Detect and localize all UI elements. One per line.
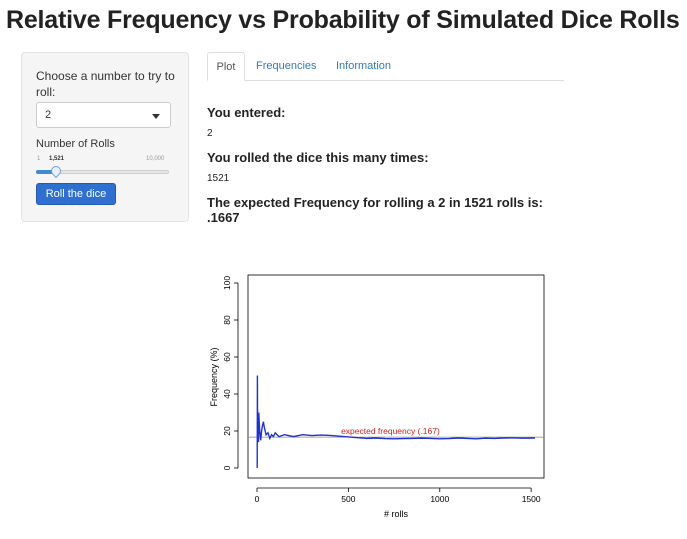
x-tick-label: 0 bbox=[255, 494, 260, 504]
y-tick-label: 20 bbox=[222, 426, 232, 436]
rolls-slider-handle[interactable] bbox=[49, 163, 64, 179]
x-tick-label: 1000 bbox=[430, 494, 449, 504]
entered-heading: You entered: bbox=[207, 105, 286, 120]
y-tick-label: 40 bbox=[222, 389, 232, 399]
x-axis: 0 500 1000 1500 bbox=[255, 487, 541, 504]
rolled-value: 1521 bbox=[207, 173, 230, 184]
number-of-rolls-label: Number of Rolls bbox=[36, 138, 115, 150]
sidebar-panel: Choose a number to try to roll: 2 Number… bbox=[21, 52, 189, 222]
tab-information[interactable]: Information bbox=[336, 60, 392, 72]
roll-dice-button[interactable]: Roll the dice bbox=[36, 183, 116, 205]
expected-frequency-label: expected frequency (.167) bbox=[341, 426, 440, 436]
y-tick-label: 100 bbox=[222, 276, 232, 290]
y-axis-label: Frequency (%) bbox=[209, 347, 219, 406]
frequency-plot: 0 20 40 60 80 100 0 500 1000 1500 expected frequ… bbox=[209, 274, 545, 519]
y-tick-label: 0 bbox=[222, 465, 232, 470]
y-tick-label: 60 bbox=[222, 352, 232, 362]
expected-value: .1667 bbox=[207, 210, 240, 225]
x-tick-label: 1500 bbox=[522, 494, 541, 504]
choose-number-label: Choose a number to try to roll: bbox=[36, 69, 175, 99]
frequency-series-line bbox=[256, 375, 536, 469]
tab-bar: Plot Frequencies Information bbox=[207, 52, 564, 81]
chevron-down-icon bbox=[152, 114, 160, 119]
tab-frequencies[interactable]: Frequencies bbox=[256, 60, 317, 72]
slider-max-label: 10,000 bbox=[146, 156, 165, 162]
plot-frame bbox=[247, 274, 545, 479]
y-axis: 0 20 40 60 80 100 bbox=[222, 276, 239, 470]
expected-heading: The expected Frequency for rolling a 2 i… bbox=[207, 195, 543, 210]
rolls-slider-fill bbox=[36, 170, 57, 174]
y-tick-label: 80 bbox=[222, 315, 232, 325]
app-title: Relative Frequency vs Probability of Sim… bbox=[6, 6, 680, 34]
number-select[interactable]: 2 bbox=[36, 102, 171, 128]
x-axis-label: # rolls bbox=[384, 509, 409, 519]
number-select-value: 2 bbox=[45, 109, 52, 121]
tab-plot[interactable]: Plot bbox=[207, 52, 245, 81]
x-tick-label: 500 bbox=[341, 494, 355, 504]
rolled-heading: You rolled the dice this many times: bbox=[207, 150, 429, 165]
slider-min-label: 1 bbox=[37, 156, 41, 162]
slider-value-label: 1,521 bbox=[49, 156, 65, 162]
entered-value: 2 bbox=[207, 128, 213, 139]
